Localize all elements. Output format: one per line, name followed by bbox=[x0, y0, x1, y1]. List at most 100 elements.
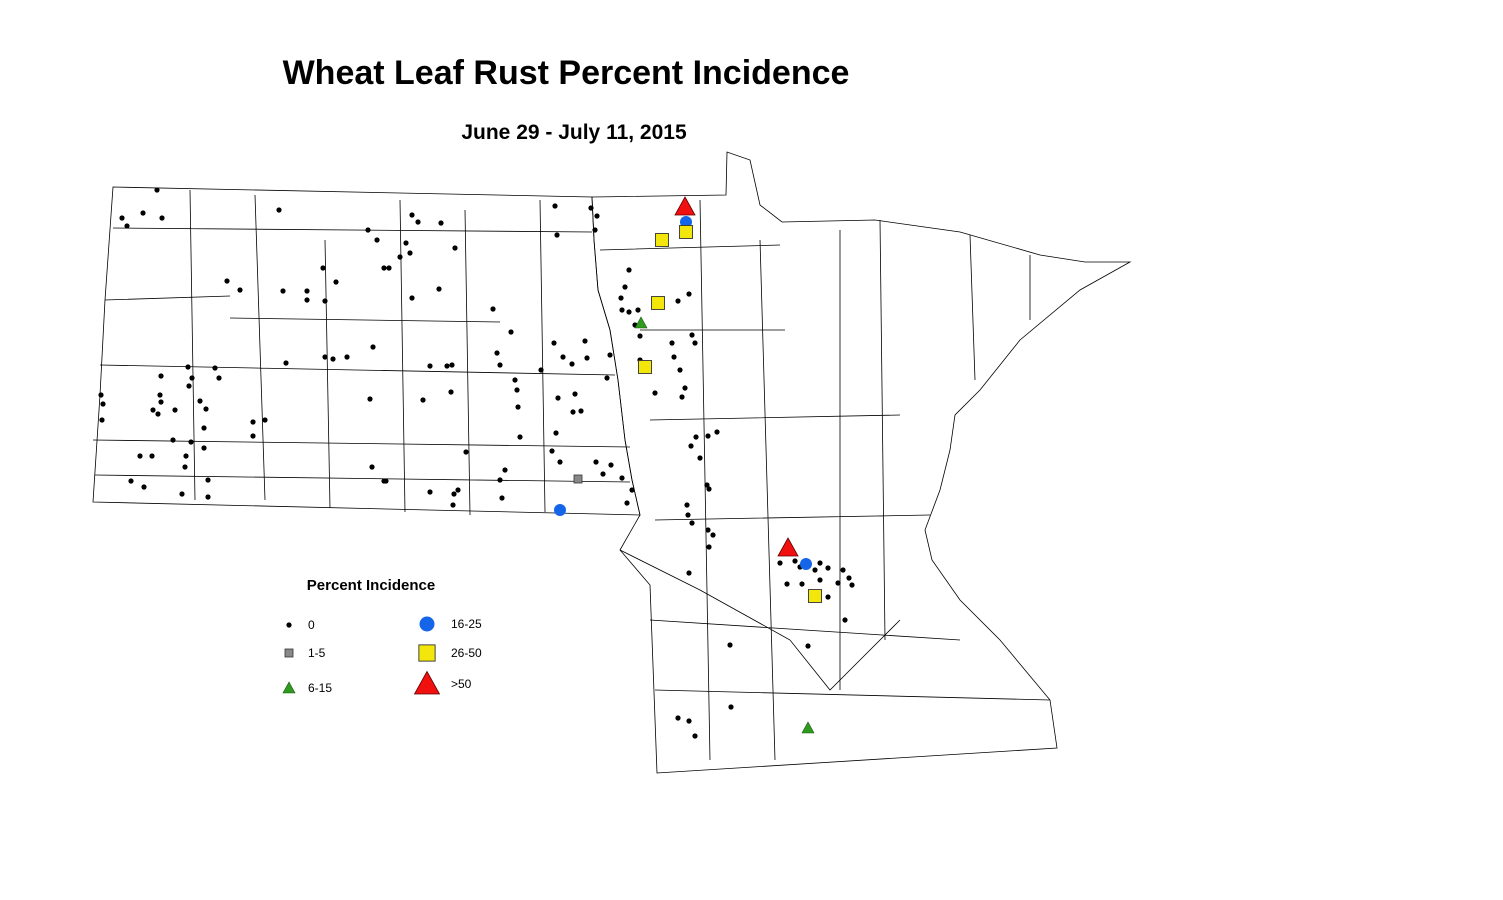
dot-0 bbox=[619, 307, 625, 313]
circle-16-25 bbox=[680, 216, 692, 228]
dot-0 bbox=[624, 500, 630, 506]
triangle-over-50 bbox=[413, 670, 441, 695]
dot-0 bbox=[710, 532, 716, 538]
dot-0 bbox=[455, 487, 461, 493]
dot-0 bbox=[592, 227, 598, 233]
dot-0 bbox=[490, 306, 496, 312]
dot-0 bbox=[436, 286, 442, 292]
dot-0 bbox=[415, 219, 421, 225]
dot-0 bbox=[451, 491, 457, 497]
legend-label: 16-25 bbox=[451, 617, 482, 631]
dot-0 bbox=[119, 215, 125, 221]
dot-0 bbox=[212, 365, 218, 371]
square-1-5 bbox=[284, 648, 294, 658]
square-1-5 bbox=[573, 474, 583, 484]
dot-0 bbox=[450, 502, 456, 508]
dot-0 bbox=[157, 392, 163, 398]
dot-0 bbox=[679, 394, 685, 400]
circle-16-25 bbox=[419, 616, 435, 632]
dot-0 bbox=[205, 494, 211, 500]
dot-0 bbox=[409, 212, 415, 218]
dot-0 bbox=[817, 560, 823, 566]
county-lines bbox=[92, 189, 1051, 761]
dot-0 bbox=[688, 443, 694, 449]
dot-0 bbox=[280, 288, 286, 294]
dot-0 bbox=[693, 434, 699, 440]
dot-0 bbox=[205, 477, 211, 483]
dot-0 bbox=[555, 395, 561, 401]
dot-0 bbox=[578, 408, 584, 414]
dot-0 bbox=[237, 287, 243, 293]
dot-0 bbox=[846, 575, 852, 581]
dot-0 bbox=[704, 482, 710, 488]
minnesota bbox=[591, 151, 1132, 774]
square-26-50 bbox=[651, 296, 665, 310]
dot-0 bbox=[849, 582, 855, 588]
dot-0 bbox=[629, 487, 635, 493]
dot-0 bbox=[570, 409, 576, 415]
dot-0 bbox=[427, 489, 433, 495]
triangle-6-15 bbox=[634, 316, 648, 329]
dot-0 bbox=[608, 462, 614, 468]
dot-0 bbox=[250, 419, 256, 425]
dot-0 bbox=[369, 464, 375, 470]
dot-0 bbox=[150, 407, 156, 413]
legend-title: Percent Incidence bbox=[307, 577, 435, 594]
dot-0 bbox=[622, 284, 628, 290]
dot-0 bbox=[370, 344, 376, 350]
dot-0 bbox=[98, 392, 104, 398]
dot-0 bbox=[322, 298, 328, 304]
dot-0 bbox=[182, 464, 188, 470]
dot-0 bbox=[840, 567, 846, 573]
dot-0 bbox=[685, 512, 691, 518]
dot-0 bbox=[283, 360, 289, 366]
dot-0 bbox=[250, 433, 256, 439]
dot-0 bbox=[381, 265, 387, 271]
circle-16-25 bbox=[554, 504, 566, 516]
dot-0 bbox=[727, 642, 733, 648]
dot-0 bbox=[835, 580, 841, 586]
dot-0 bbox=[572, 391, 578, 397]
square-26-50 bbox=[638, 360, 652, 374]
dot-0 bbox=[330, 356, 336, 362]
dot-0 bbox=[825, 565, 831, 571]
dot-0 bbox=[452, 245, 458, 251]
dot-0 bbox=[201, 445, 207, 451]
triangle-over-50 bbox=[777, 537, 799, 557]
dot-0 bbox=[508, 329, 514, 335]
dot-0 bbox=[449, 362, 455, 368]
dot-0 bbox=[554, 232, 560, 238]
dot-0 bbox=[172, 407, 178, 413]
square-26-50 bbox=[418, 644, 436, 662]
legend-label: 0 bbox=[308, 618, 315, 632]
dot-0 bbox=[692, 733, 698, 739]
dot-0 bbox=[128, 478, 134, 484]
dot-0 bbox=[154, 187, 160, 193]
dot-0 bbox=[159, 215, 165, 221]
dot-0 bbox=[538, 367, 544, 373]
dot-0 bbox=[448, 389, 454, 395]
dot-0 bbox=[367, 396, 373, 402]
dot-0 bbox=[438, 220, 444, 226]
dot-0 bbox=[671, 354, 677, 360]
observation-points bbox=[98, 187, 855, 739]
dot-0 bbox=[497, 477, 503, 483]
dot-0 bbox=[216, 375, 222, 381]
triangle-6-15 bbox=[801, 721, 815, 734]
dot-0 bbox=[512, 377, 518, 383]
triangle-over-50 bbox=[674, 196, 696, 216]
dot-0 bbox=[137, 453, 143, 459]
dot-0 bbox=[692, 340, 698, 346]
dot-0 bbox=[365, 227, 371, 233]
dot-0 bbox=[588, 205, 594, 211]
dot-0 bbox=[185, 364, 191, 370]
dot-0 bbox=[188, 439, 194, 445]
dot-0 bbox=[637, 333, 643, 339]
dot-0 bbox=[141, 484, 147, 490]
dot-0 bbox=[515, 404, 521, 410]
legend: Percent Incidence 0 1-5 6-15 16-25 26-50 >50 bbox=[282, 577, 482, 695]
legend-label: 1-5 bbox=[308, 646, 326, 660]
dot-0 bbox=[499, 495, 505, 501]
dot-0 bbox=[594, 213, 600, 219]
